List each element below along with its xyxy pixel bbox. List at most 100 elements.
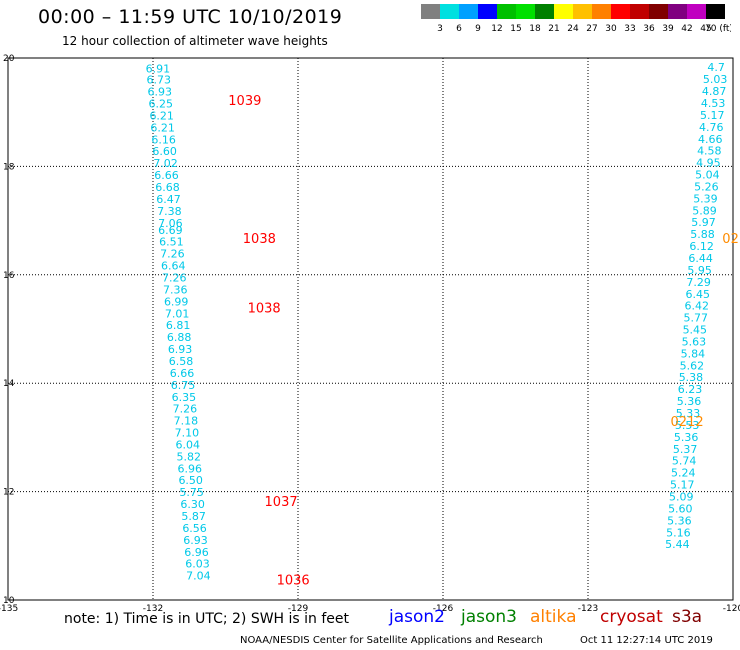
satellite-legend-jason2: jason2 [389,607,445,627]
time-annotation: 1036 [277,573,310,588]
wave-height-value: 6.93 [183,534,208,547]
wave-height-value: 6.12 [689,240,714,253]
wave-height-value: 5.03 [703,73,728,86]
wave-height-value: 7.01 [165,307,190,320]
x-tick-label: -120 [723,604,740,614]
wave-height-value: 4.95 [696,157,721,170]
wave-height-value: 5.09 [669,490,694,503]
wave-height-value: 7.04 [186,570,211,583]
colorbar-swatch [592,4,611,19]
wave-height-value: 6.69 [158,224,183,237]
y-tick-label: 10 [3,596,15,606]
wave-height-value: 5.26 [694,180,719,193]
wave-height-value: 6.03 [185,558,210,571]
y-tick-label: 14 [3,379,15,389]
wave-height-value: 6.91 [146,62,171,75]
colorbar-swatch [497,4,516,19]
colorbar-swatch [668,4,687,19]
colorbar-label: 42 [681,24,692,34]
colorbar-label: 36 [643,24,655,34]
wave-height-value: 6.45 [685,288,710,301]
wave-height-value: 6.99 [164,295,189,308]
wave-height-value: 6.23 [678,383,703,396]
colorbar-swatch [630,4,649,19]
colorbar-swatch [478,4,497,19]
colorbar-swatch [573,4,592,19]
wave-height-value: 7.26 [162,272,187,285]
colorbar-swatch [649,4,668,19]
wave-height-value: 4.66 [698,133,723,146]
colorbar-label: 33 [624,24,635,34]
wave-height-value: 5.60 [668,502,693,515]
wave-height-value: 5.37 [673,443,698,456]
wave-height-value: 5.45 [683,324,708,337]
wave-height-value: 6.30 [180,498,205,511]
wave-height-value: 5.24 [671,467,696,480]
colorbar-label: 15 [510,24,521,34]
wave-height-value: 7.29 [686,276,711,289]
wave-height-value: 6.81 [166,319,191,332]
colorbar-swatch [421,4,440,19]
wave-height-value: 5.36 [677,395,702,408]
wave-height-value: 5.82 [177,450,202,463]
x-tick-label: -123 [578,604,598,614]
colorbar-swatch [459,4,478,19]
wave-height-value: 6.51 [159,236,184,249]
colorbar-label: 27 [586,24,597,34]
wave-height-value: 5.39 [693,192,718,205]
wave-height-value: 5.84 [681,347,706,360]
wave-height-value: 4.76 [699,121,724,134]
wave-height-value: 6.73 [147,74,172,87]
colorbar-swatch [706,4,725,19]
satellite-legend-s3a: s3a [672,607,703,627]
colorbar-swatch [516,4,535,19]
wave-height-value: 5.17 [670,479,695,492]
wave-height-value: 5.44 [665,538,690,551]
wave-height-value: 5.74 [672,455,697,468]
wave-height-value: 7.02 [153,157,178,170]
wave-height-value: 6.68 [155,181,180,194]
colorbar-label: 39 [662,24,674,34]
x-tick-label: -129 [288,604,309,614]
y-tick-label: 16 [3,271,15,281]
colorbar-label: 6 [456,24,462,34]
time-annotation: 02 [722,232,739,247]
wave-height-value: 7.38 [157,205,182,218]
wave-height-value: 5.33 [676,407,701,420]
colorbar-label: 21 [548,24,559,34]
colorbar-label: 9 [475,24,481,34]
wave-height-value: 6.25 [148,98,173,111]
wave-height-value: 6.50 [178,474,203,487]
wave-height-value: 6.42 [685,300,710,313]
wave-height-value: 6.16 [151,133,176,146]
wave-height-value: 4.7 [707,61,725,74]
wave-height-value: 5.38 [679,371,704,384]
wave-height-value: 7.06 [158,217,183,230]
wave-height-value: 5.62 [680,359,705,372]
wave-height-value: 6.66 [154,169,179,182]
page-title: 00:00 – 11:59 UTC 10/10/2019 [38,6,343,28]
wave-height-value: 4.58 [697,145,722,158]
time-annotation: 1039 [228,94,261,109]
wave-height-value: 6.21 [150,121,175,134]
y-tick-label: 18 [3,162,15,172]
wave-height-value: 5.95 [687,264,712,277]
wave-height-value: 6.96 [177,462,202,475]
wave-height-value: 6.35 [172,391,197,404]
time-annotation: 1038 [243,232,276,247]
timestamp-text: Oct 11 12:27:14 UTC 2019 [580,635,713,646]
wave-height-value: 5.36 [667,514,692,527]
wave-height-value: 7.26 [173,403,198,416]
time-annotation: 1037 [265,495,298,510]
wave-height-value: 5.36 [674,431,699,444]
time-annotation: 0212 [671,415,704,430]
colorbar-swatch [611,4,630,19]
wave-height-value: 5.97 [691,216,716,229]
wave-height-value: 5.04 [695,169,720,182]
wave-height-value: 5.89 [692,204,717,217]
wave-height-value: 6.04 [176,438,201,451]
credit-text: NOAA/NESDIS Center for Satellite Applica… [240,635,543,646]
colorbar-label: 70 (ft) [705,24,731,34]
x-tick-label: -135 [0,604,18,614]
colorbar-label: 45 [700,24,711,34]
